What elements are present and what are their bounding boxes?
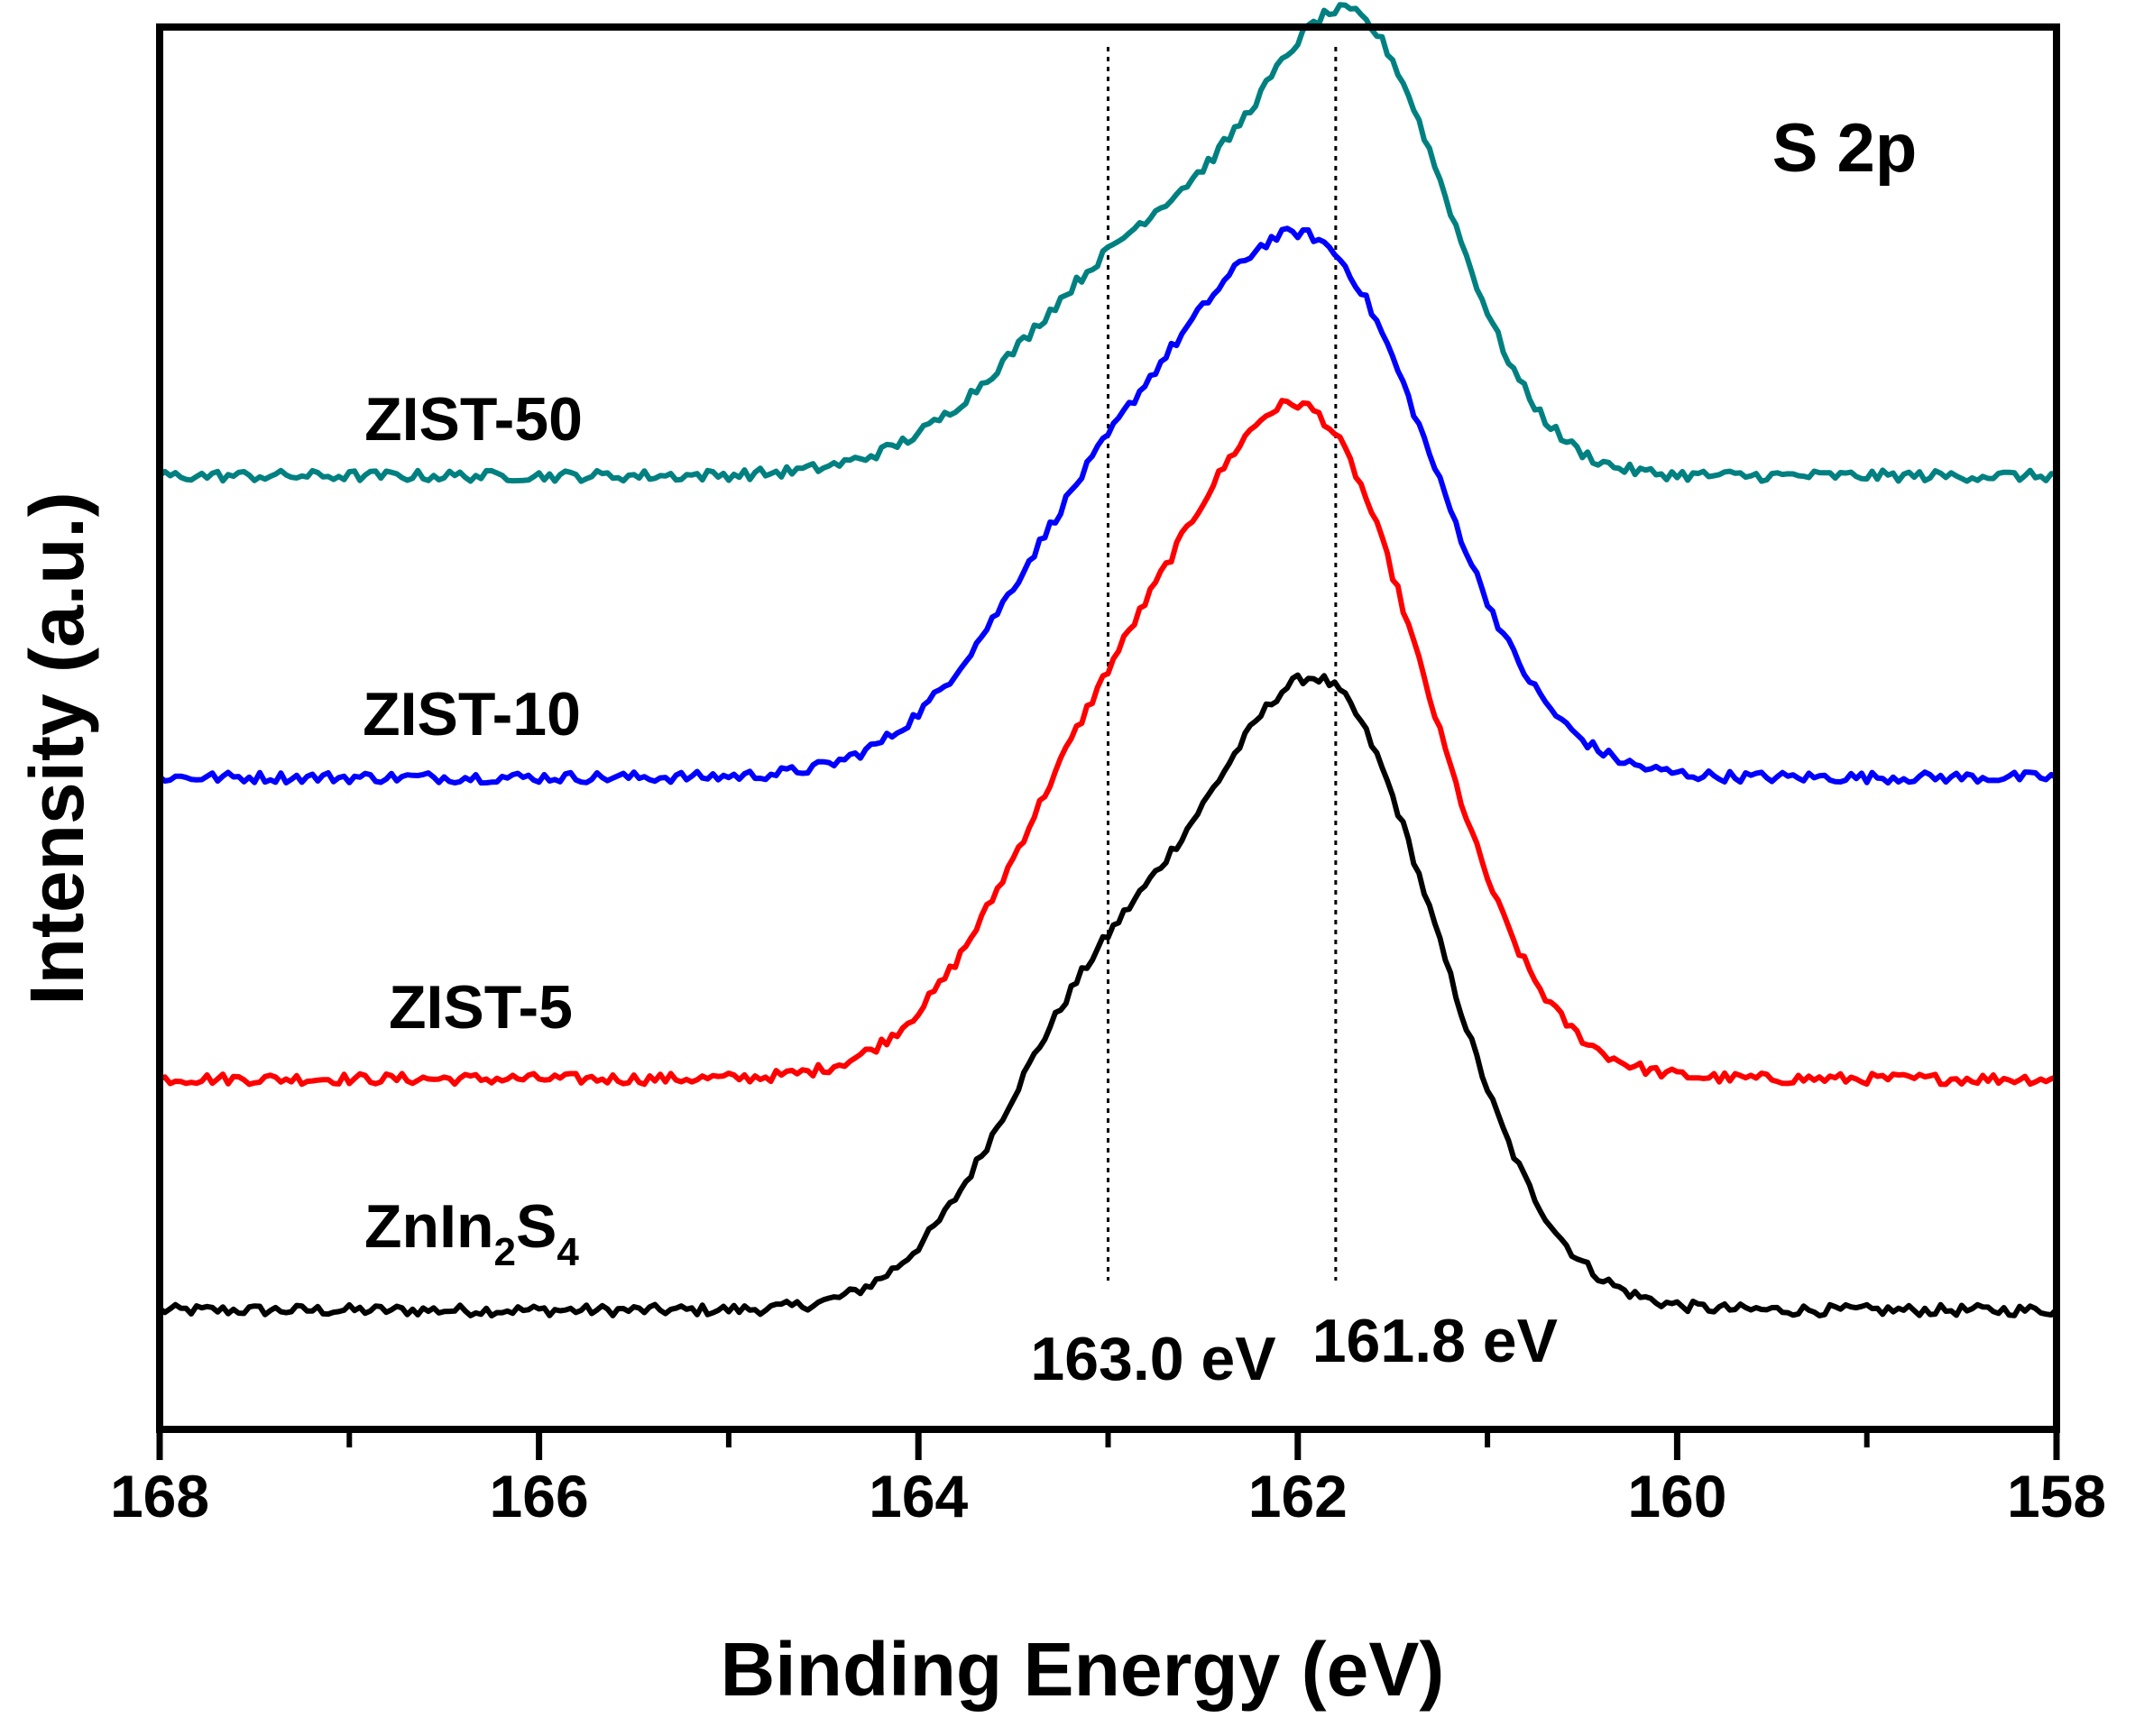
series-label-zist-5: ZIST-5 <box>389 973 573 1042</box>
series-label-znin2s4: ZnIn2S4 <box>364 1192 579 1274</box>
series-line-zist-50 <box>158 2 2057 484</box>
series-line-znin2s4 <box>158 672 2059 1318</box>
x-tick-label-158: 158 <box>2007 1463 2106 1529</box>
label-sub-2: 2 <box>494 1230 516 1274</box>
label-s: S <box>516 1192 557 1261</box>
series-label-zist-50: ZIST-50 <box>364 385 583 454</box>
label-znin: ZnIn <box>364 1192 494 1261</box>
y-axis-title: Intensity (a.u.) <box>14 491 99 1005</box>
panel-label: S 2p <box>1772 110 1918 187</box>
series-line-zist-5 <box>159 398 2058 1088</box>
x-tick-label-160: 160 <box>1627 1463 1726 1529</box>
x-tick-label-164: 164 <box>869 1463 968 1529</box>
reference-label-161-8: 161.8 eV <box>1312 1307 1558 1375</box>
series-line-zist-10 <box>158 225 2058 786</box>
series-group <box>158 2 2059 1318</box>
x-axis-ticks <box>156 1429 2060 1460</box>
label-sub-4: 4 <box>557 1230 579 1274</box>
reference-label-163: 163.0 eV <box>1030 1325 1275 1393</box>
x-tick-label-166: 166 <box>490 1463 589 1529</box>
x-axis-title: Binding Energy (eV) <box>721 1627 1445 1712</box>
x-tick-label-162: 162 <box>1248 1463 1348 1529</box>
series-label-zist-10: ZIST-10 <box>363 680 581 749</box>
x-tick-label-168: 168 <box>110 1463 209 1529</box>
